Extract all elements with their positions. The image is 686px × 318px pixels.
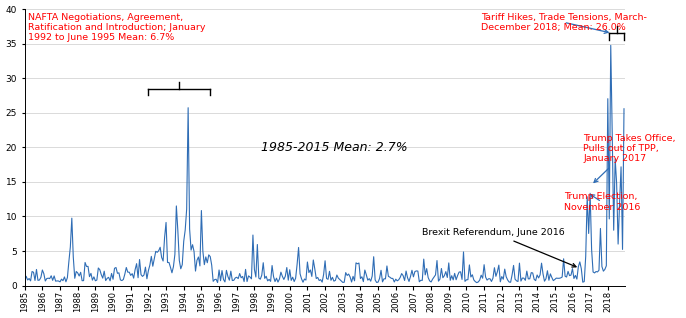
Text: Tariff Hikes, Trade Tensions, March-
December 2018; Mean: 26.0%: Tariff Hikes, Trade Tensions, March- Dec…	[481, 12, 646, 33]
Text: Brexit Referendum, June 2016: Brexit Referendum, June 2016	[423, 228, 576, 267]
Text: 1985-2015 Mean: 2.7%: 1985-2015 Mean: 2.7%	[261, 141, 407, 154]
Text: Trump Takes Office,
Pulls out of TPP,
January 2017: Trump Takes Office, Pulls out of TPP, Ja…	[583, 134, 676, 183]
Text: Trump Election,
November 2016: Trump Election, November 2016	[564, 192, 640, 212]
Text: NAFTA Negotiations, Agreement,
Ratification and Introduction; January
1992 to Ju: NAFTA Negotiations, Agreement, Ratificat…	[28, 12, 206, 42]
